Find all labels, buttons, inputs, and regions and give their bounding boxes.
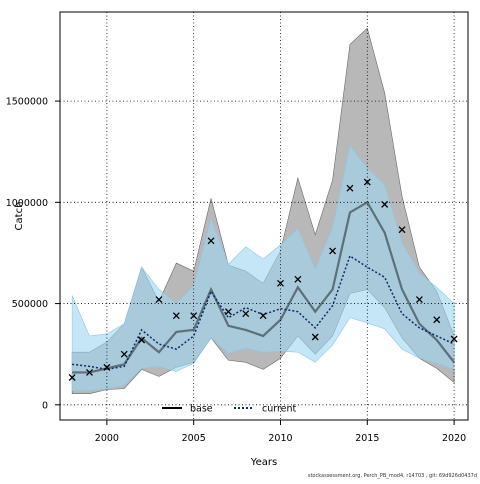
observed-point-2006 [207, 237, 215, 245]
axes: 2000 2005 2010 2015 2020 0 500000 1000000 150000… [6, 97, 467, 444]
y-tick-label: 0 [42, 400, 48, 411]
x-tick-label: 2000 [95, 433, 119, 444]
series-line-base [72, 200, 455, 374]
legend-label-current: current [262, 404, 297, 415]
footer-note: stockassessment.org, Perch_PB_mod4, r147… [307, 473, 477, 479]
y-tick-label: 1000000 [6, 198, 48, 209]
observed-point-2014 [346, 184, 354, 192]
observed-point-2015 [363, 178, 371, 186]
observed-point-2008 [242, 310, 250, 318]
confidence-bands [71, 27, 455, 394]
observed-point-1998 [68, 374, 76, 381]
observed-point-2007 [224, 308, 232, 316]
observed-points [68, 178, 458, 381]
observed-point-2009 [259, 312, 267, 320]
observed-point-2012 [311, 333, 319, 341]
plot-frame [59, 11, 469, 421]
observed-point-2005 [190, 312, 198, 320]
observed-point-2000 [103, 363, 111, 371]
x-axis-label: Years [250, 457, 277, 468]
observed-point-2002 [138, 336, 146, 344]
observed-point-2004 [172, 312, 180, 320]
observed-point-2003 [155, 296, 163, 303]
x-tick-label: 2010 [268, 433, 292, 444]
observed-point-2011 [294, 275, 302, 283]
observed-point-2019 [433, 316, 441, 324]
observed-point-2017 [398, 226, 406, 234]
y-tick-label: 1500000 [6, 97, 48, 108]
x-tick-label: 2020 [442, 433, 466, 444]
observed-point-2010 [277, 279, 284, 287]
observed-point-2020 [450, 335, 458, 343]
legend-label-base: base [190, 404, 213, 415]
series-lines [72, 200, 455, 374]
observed-point-2018 [415, 296, 423, 303]
x-tick-label: 2015 [355, 433, 379, 444]
y-tick-label: 500000 [12, 299, 48, 310]
observed-point-2001 [120, 350, 128, 358]
grid-lines [60, 12, 468, 420]
observed-point-2013 [329, 247, 337, 255]
series-line-current [72, 254, 455, 371]
observed-point-2016 [381, 200, 389, 208]
observed-point-1999 [86, 368, 93, 376]
x-tick-label: 2005 [182, 433, 206, 444]
legend: base current [162, 404, 297, 415]
y-axis-label: Catch [14, 202, 25, 231]
